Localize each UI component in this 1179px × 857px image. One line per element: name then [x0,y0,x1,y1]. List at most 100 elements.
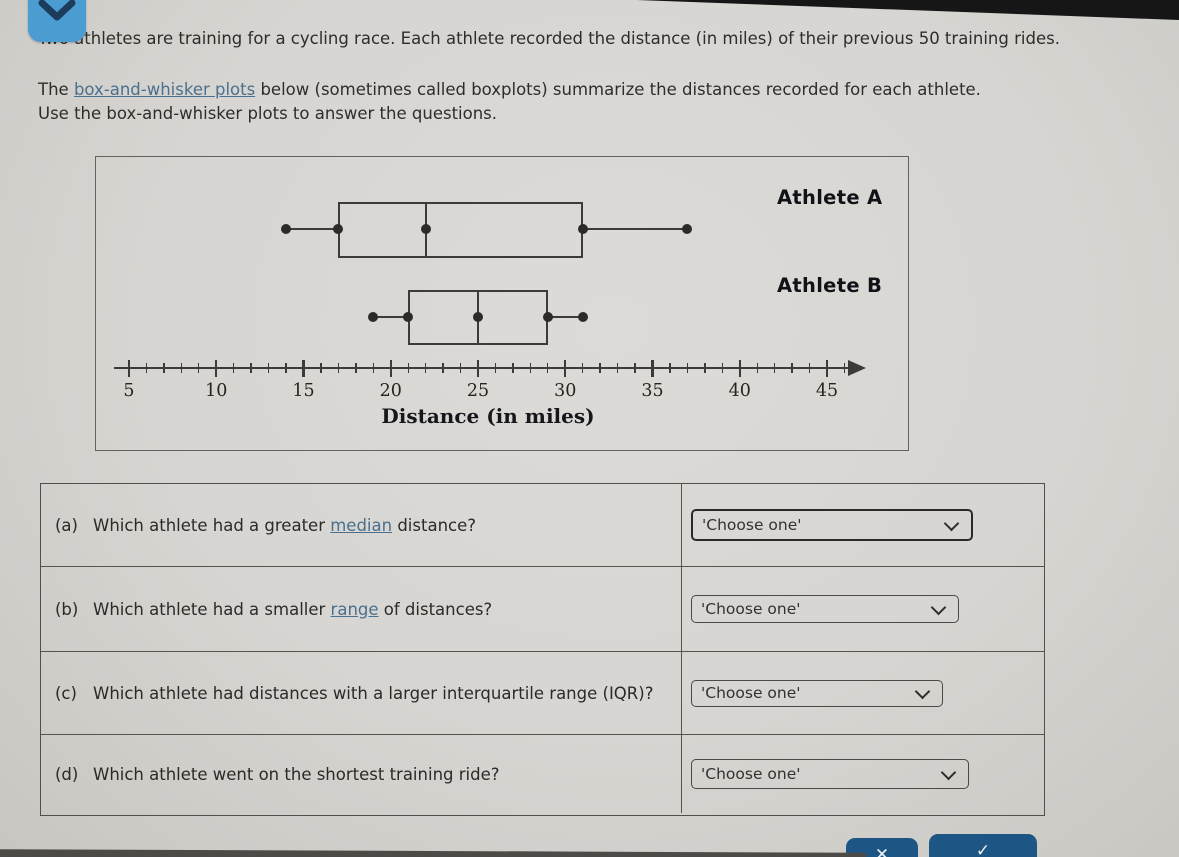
major-tick [476,360,480,377]
whisker-right [547,316,583,318]
question-text-after: distance? [392,515,477,535]
dropdown-value: 'Choose one' [701,684,801,702]
dropdown-value: 'Choose one' [701,600,801,618]
minor-tick [704,363,706,373]
minor-tick [494,363,497,373]
major-tick [825,360,829,377]
question-text-before: Which athlete had a greater [93,515,331,535]
question-text: Which athlete had a smaller range of dis… [93,597,665,622]
dropdown-value: 'Choose one' [702,516,802,534]
tick-label: 30 [554,381,577,401]
minor-tick [669,363,671,373]
x-axis-line [114,367,850,369]
data-dot [403,312,414,322]
data-dot [333,224,344,234]
tick-label: 45 [815,381,839,401]
photo-edge-bottom [0,849,866,857]
minor-tick [599,363,601,373]
check-icon: ✓ [975,841,991,857]
question-text: Which athlete went on the shortest train… [93,762,665,787]
major-tick [389,360,392,377]
iqr-box [338,202,583,258]
minor-tick [250,363,252,373]
tick-label: 40 [728,381,751,401]
intro-line-3: Use the box-and-whisker plots to answer … [38,103,498,123]
intro-p2-before: The [38,80,74,99]
clear-answer-button[interactable]: ✕ [846,838,918,857]
question-label: (c) [55,683,77,703]
minor-tick [407,363,409,373]
tick-label: 20 [379,381,402,401]
choose-one-dropdown-a[interactable]: 'Choose one' [691,509,973,541]
major-tick [127,360,131,377]
question-cell: (c) Which athlete had distances with a la… [41,652,681,734]
dropdown-value: 'Choose one' [701,765,801,783]
question-cell: (d) Which athlete went on the shortest tr… [41,735,681,813]
minor-tick [180,363,183,373]
minor-tick [634,363,636,373]
chevron-down-icon [940,764,957,781]
minor-tick [808,363,811,373]
question-text-before: Which athlete had distances with a large… [93,683,654,703]
major-tick [564,360,567,377]
question-label: (d) [55,764,79,784]
data-dot [368,312,379,322]
data-dot [473,312,483,322]
check-answer-button[interactable]: ✓ [929,834,1037,857]
minor-tick [512,363,514,373]
choose-one-dropdown-c[interactable]: 'Choose one' [691,679,943,707]
question-row-c: (c) Which athlete had distances with a la… [41,651,1044,734]
question-cell: (b) Which athlete had a smaller range of … [41,567,681,651]
photo-edge-top [636,0,1179,20]
question-row-b: (b) Which athlete had a smaller range of … [41,566,1044,651]
minor-tick [547,363,549,373]
whisker-left [373,316,409,318]
minor-tick [616,363,619,373]
intro-paragraph-1: Two athletes are training for a cycling … [38,27,1179,51]
intro-line-1: Two athletes are training for a cycling … [38,29,1060,48]
question-row-d: (d) Which athlete went on the shortest tr… [41,734,1044,813]
minor-tick [686,363,689,373]
x-axis-arrow [848,360,866,376]
intro-p2-after: below (sometimes called boxplots) summar… [255,80,981,99]
data-dot [281,224,292,234]
whisker-right [582,228,688,230]
minor-tick [372,363,374,373]
questions-table: (a) Which athlete had a greater median di… [40,483,1045,816]
whisker-left [286,228,339,230]
box-and-whisker-plots-link[interactable]: box-and-whisker plots [73,80,256,99]
minor-tick [442,363,444,373]
major-tick [302,360,305,377]
data-dot [420,224,431,234]
minor-tick [843,363,846,373]
tick-label: 25 [466,381,490,401]
choose-one-dropdown-b[interactable]: 'Choose one' [691,595,959,623]
minor-tick [233,363,235,373]
data-dot [682,224,693,234]
tick-label: 35 [641,381,664,401]
answer-cell: 'Choose one' [681,567,1044,651]
median-link[interactable]: median [330,515,393,535]
minor-tick [355,363,357,373]
question-row-a: (a) Which athlete had a greater median di… [41,484,1044,566]
question-text-after: of distances? [378,599,493,619]
answer-cell: 'Choose one' [681,652,1044,734]
choose-one-dropdown-d[interactable]: 'Choose one' [691,759,969,789]
x-axis-title: Distance (in miles) [381,404,595,428]
progress-badge[interactable] [28,0,86,42]
range-link[interactable]: range [330,599,379,619]
series-label-b: Athlete B [777,274,883,297]
question-label: (a) [55,515,78,535]
minor-tick [198,363,200,373]
intro-paragraph-2: The box-and-whisker plots below (sometim… [38,78,1179,125]
tick-label: 15 [292,381,315,401]
minor-tick [721,363,723,373]
major-tick [738,360,741,377]
minor-tick [337,363,340,373]
minor-tick [791,363,793,373]
data-dot [542,312,553,322]
data-dot [577,312,588,322]
tick-label: 5 [123,381,135,401]
minor-tick [320,363,322,373]
